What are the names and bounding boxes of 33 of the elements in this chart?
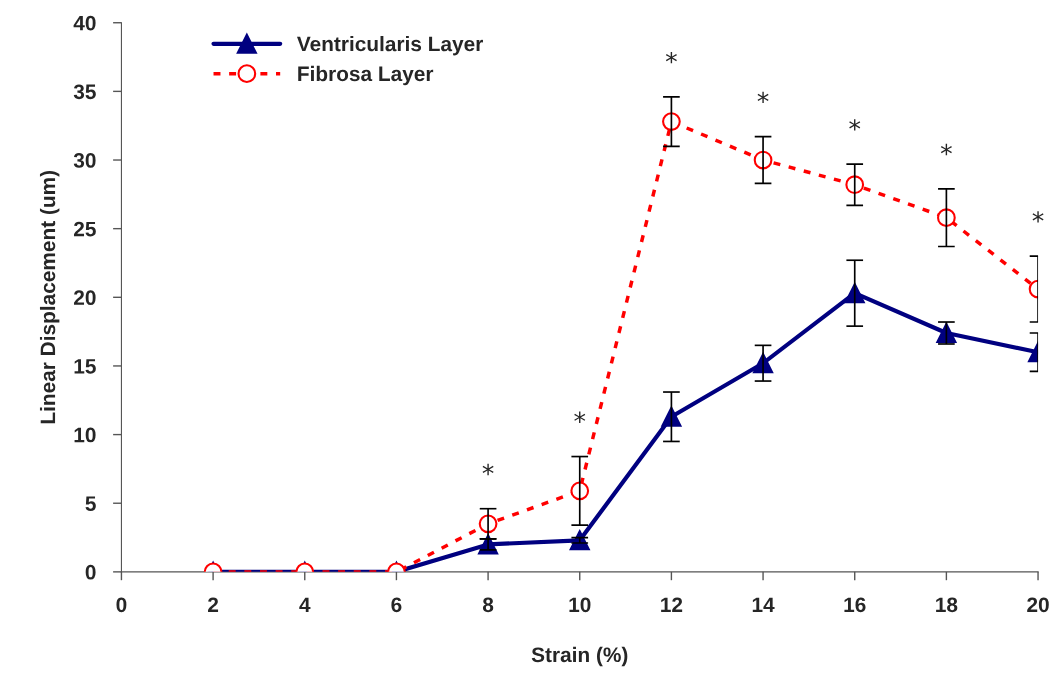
y-tick-label: 5: [85, 496, 96, 511]
x-tick-label: 18: [936, 597, 958, 613]
y-tick-label: 20: [73, 290, 96, 306]
y-tick-label: 35: [73, 84, 96, 100]
x-tick-label: 12: [661, 597, 683, 612]
annotation: *: [1032, 211, 1044, 223]
annotation: *: [665, 51, 677, 64]
annotation: *: [574, 411, 586, 423]
legend-label: Fibrosa Layer: [298, 65, 434, 86]
x-tick-label: 14: [752, 597, 775, 612]
x-tick-label: 0: [116, 597, 127, 613]
x-tick-label: 8: [482, 597, 494, 613]
x-tick-label: 10: [569, 597, 591, 613]
y-tick-label: 25: [73, 221, 96, 237]
y-tick-label: 0: [85, 564, 96, 580]
annotation: *: [482, 463, 494, 476]
y-tick-label: 40: [73, 15, 96, 31]
point: [662, 112, 681, 131]
annotation: *: [757, 91, 769, 104]
point: [937, 208, 956, 228]
y-tick-label: 10: [74, 427, 96, 443]
annotation: *: [940, 143, 952, 156]
x-tick-label: 16: [844, 597, 866, 613]
x-tick-label: 4: [299, 597, 311, 612]
x-tick-label: 2: [208, 597, 219, 612]
x-tick-label: 6: [391, 597, 402, 613]
legend-label: Ventricularis Layer: [297, 36, 483, 56]
y-tick-label: 30: [73, 153, 96, 168]
y-axis-title: Linear Displacement (um): [39, 170, 60, 424]
x-tick-label: 20: [1027, 597, 1049, 613]
x-axis-title: Strain (%): [531, 646, 628, 667]
annotation: *: [849, 119, 861, 131]
y-tick-label: 15: [74, 359, 96, 374]
